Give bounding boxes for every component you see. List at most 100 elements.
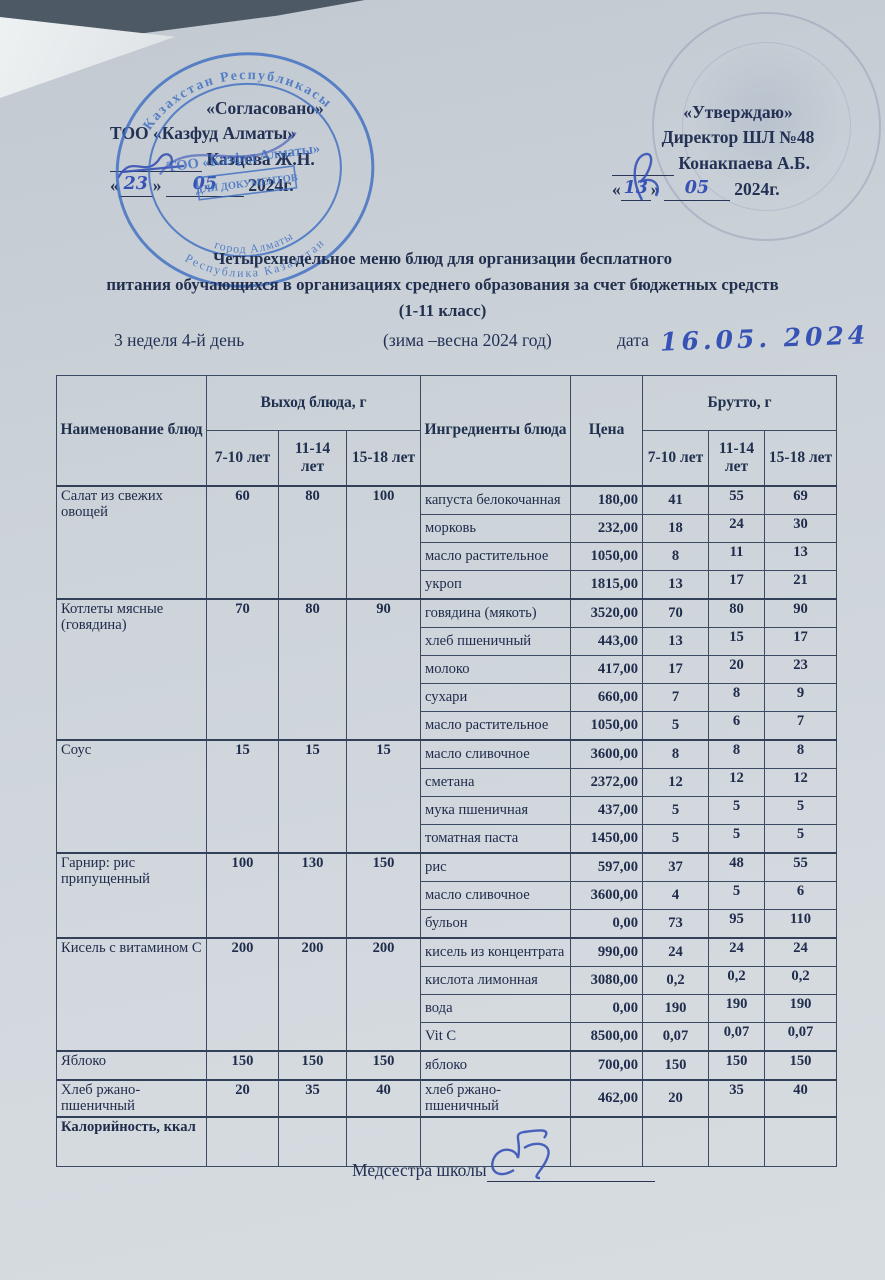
ingredient-cell: укроп (420, 569, 572, 599)
col-header-age-11-14: 11-14 лет (278, 430, 347, 486)
table-row: сухари 660,00 7 8 9 (57, 682, 838, 712)
ingredient-cell: масло сливочное (420, 880, 572, 910)
approve-right-name-line: Конакпаева А.Б. (612, 150, 864, 176)
table-row: укроп 1815,00 13 17 21 (57, 569, 838, 599)
price-cell: 180,00 (570, 484, 644, 515)
out-weight-cell (278, 1116, 347, 1168)
ingredient-cell: вода (420, 993, 572, 1023)
brutto-cell: 95 (708, 908, 766, 938)
col-header-out: Выход блюда, г (205, 375, 422, 431)
brutto-cell: 23 (764, 654, 838, 684)
handwritten-day-right: 13 (620, 176, 651, 202)
ingredient-cell: кисель из концентрата (420, 936, 572, 967)
brutto-cell: 5 (642, 795, 710, 825)
col-header-brutto: Брутто, г (642, 375, 838, 431)
brutto-cell: 12 (764, 767, 838, 797)
brutto-cell: 17 (764, 626, 838, 656)
brutto-cell: 90 (764, 597, 838, 628)
quote-open: « (612, 178, 621, 199)
date-label: дата (617, 330, 649, 350)
out-weight-cell (345, 1116, 422, 1168)
brutto-cell: 69 (764, 484, 838, 515)
menu-table: Наименование блюд Выход блюда, г Ингреди… (56, 375, 838, 1168)
brutto-cell: 55 (708, 484, 766, 515)
nurse-signature-line: Медсестра школы (352, 1160, 655, 1182)
brutto-cell (708, 1116, 766, 1168)
brutto-cell: 40 (764, 1078, 838, 1118)
ingredient-cell: масло сливочное (420, 738, 572, 769)
table-row: Калорийность, ккал (56, 1116, 838, 1168)
price-cell: 437,00 (570, 795, 644, 825)
week-day-label: 3 неделя 4-й день (114, 330, 245, 350)
approval-block-right: «Утверждаю» Директор ШЛ №48 Конакпаева А… (612, 100, 864, 202)
stamp-center-text: ТОО «Казфуд Алматы» (166, 141, 321, 176)
menu-table-head: Наименование блюд Выход блюда, г Ингреди… (56, 375, 838, 486)
table-row: хлеб пшеничный 443,00 13 15 17 (57, 626, 838, 656)
price-cell: 1450,00 (570, 823, 644, 853)
price-cell: 660,00 (570, 682, 644, 712)
brutto-cell: 190 (642, 993, 710, 1023)
brutto-cell: 30 (764, 513, 838, 543)
table-row: вода 0,00 190 190 190 (57, 993, 838, 1023)
dish-name-cell: Яблоко (56, 1049, 207, 1080)
out-weight-cell: 200 (278, 936, 347, 1051)
table-row: масло сливочное 3600,00 4 5 6 (57, 880, 838, 910)
brutto-cell: 35 (708, 1078, 766, 1118)
brutto-cell: 24 (764, 936, 838, 967)
table-row: Кисель с витамином С 200 200 200 кисель из к… (56, 936, 838, 1051)
dish-name-cell: Салат из свежих овощей (56, 484, 207, 599)
col-header-price: Цена (570, 375, 644, 486)
out-weight-cell (206, 1116, 279, 1168)
price-cell: 3600,00 (570, 738, 644, 769)
brutto-cell: 6 (764, 880, 838, 910)
table-row: сметана 2372,00 12 12 12 (57, 767, 838, 797)
brutto-cell: 0,2 (642, 965, 710, 995)
brutto-cell: 6 (708, 710, 766, 740)
brutto-cell: 110 (764, 908, 838, 938)
ingredient-cell: бульон (420, 908, 572, 938)
table-row: мука пшеничная 437,00 5 5 5 (57, 795, 838, 825)
price-cell: 0,00 (570, 993, 644, 1023)
price-cell: 417,00 (570, 654, 644, 684)
price-cell: 3080,00 (570, 965, 644, 995)
brutto-cell: 7 (642, 682, 710, 712)
brutto-cell: 5 (708, 880, 766, 910)
table-row: Соус 15 15 15 масло сливочное 3600,00 8 8 8 (56, 738, 838, 853)
brutto-cell: 18 (642, 513, 710, 543)
out-weight-cell: 100 (345, 484, 422, 599)
out-weight-cell: 15 (206, 738, 279, 853)
ingredient-cell: томатная паста (420, 823, 572, 853)
dish-name-cell: Хлеб ржано-пшеничный (56, 1078, 207, 1118)
price-cell: 1050,00 (570, 710, 644, 740)
brutto-cell: 21 (764, 569, 838, 599)
handwritten-month-right: 05 (663, 176, 730, 202)
brutto-cell: 5 (708, 823, 766, 853)
nurse-label: Медсестра школы (352, 1160, 487, 1180)
brutto-cell: 5 (642, 710, 710, 740)
ingredient-cell: мука пшеничная (420, 795, 572, 825)
brutto-cell: 55 (764, 851, 838, 882)
brutto-cell: 5 (642, 823, 710, 853)
out-weight-cell: 70 (206, 597, 279, 740)
ingredient-cell: сметана (420, 767, 572, 797)
title-line-3: (1-11 класс) (398, 301, 487, 321)
brutto-cell: 150 (642, 1049, 710, 1080)
brutto-cell: 12 (708, 767, 766, 797)
out-weight-cell: 20 (206, 1078, 279, 1118)
brutto-cell: 48 (708, 851, 766, 882)
approve-right-date-line: «13» 05 2024г. (612, 176, 864, 202)
approve-right-name: Конакпаева А.Б. (678, 152, 810, 173)
brutto-cell: 8 (764, 738, 838, 769)
brutto-cell: 73 (642, 908, 710, 938)
out-weight-cell: 15 (278, 738, 347, 853)
out-weight-cell: 130 (278, 851, 347, 938)
out-weight-cell: 150 (278, 1049, 347, 1080)
dish-name-cell: Соус (56, 738, 207, 853)
approve-right-org: Директор ШЛ №48 (661, 126, 815, 147)
brutto-cell: 41 (642, 484, 710, 515)
table-row: масло растительное 1050,00 8 11 13 (57, 541, 838, 571)
price-cell: 2372,00 (570, 767, 644, 797)
price-cell: 1050,00 (570, 541, 644, 571)
col-header-age-15-18: 15-18 лет (764, 430, 838, 486)
brutto-cell: 70 (642, 597, 710, 628)
